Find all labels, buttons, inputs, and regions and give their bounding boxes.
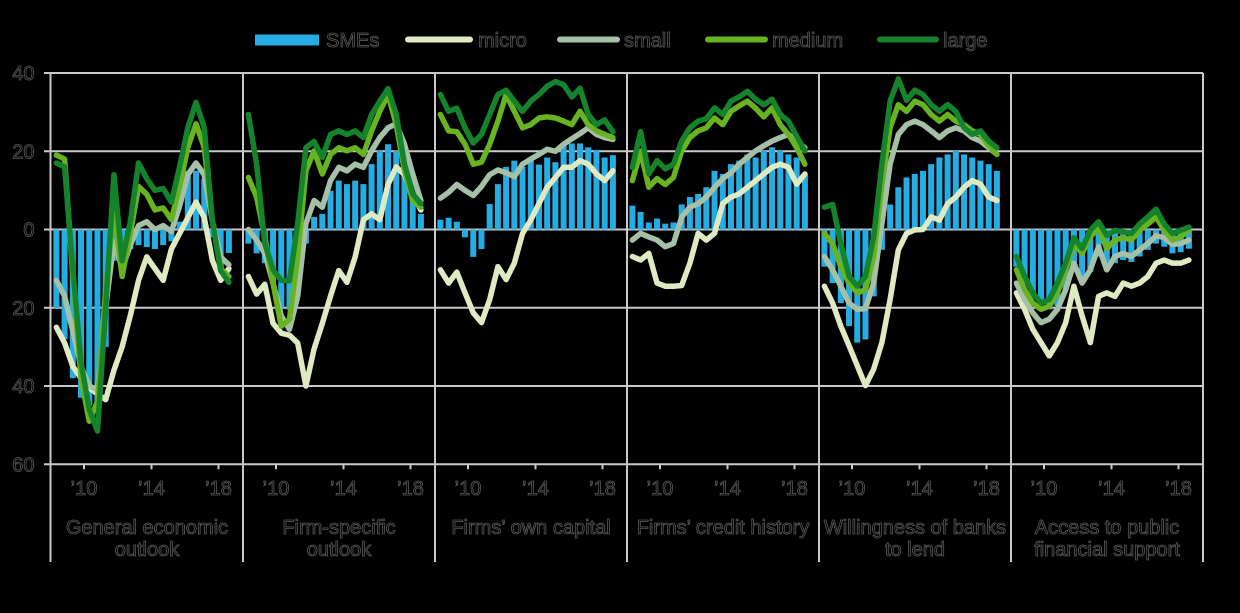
svg-text:financial support: financial support [1034, 539, 1180, 561]
svg-text:’18: ’18 [589, 478, 616, 500]
svg-text:General economic: General economic [66, 517, 228, 539]
svg-text:to lend: to lend [885, 539, 945, 561]
svg-text:’18: ’18 [205, 478, 232, 500]
svg-text:medium: medium [772, 30, 843, 52]
svg-text:’10: ’10 [1031, 478, 1058, 500]
svg-text:0: 0 [23, 220, 34, 242]
svg-text:Willingness of banks: Willingness of banks [824, 517, 1006, 539]
svg-text:’14: ’14 [906, 478, 933, 500]
svg-text:’10: ’10 [647, 478, 674, 500]
svg-text:20: 20 [12, 298, 34, 320]
svg-text:60: 60 [12, 454, 34, 476]
svg-text:’14: ’14 [1098, 478, 1125, 500]
svg-text:Firms’ own capital: Firms’ own capital [451, 517, 610, 539]
svg-text:small: small [624, 30, 671, 52]
svg-text:40: 40 [12, 63, 34, 85]
svg-text:’14: ’14 [138, 478, 165, 500]
svg-text:’10: ’10 [71, 478, 98, 500]
svg-text:’10: ’10 [455, 478, 482, 500]
svg-text:large: large [943, 30, 987, 52]
svg-text:’18: ’18 [973, 478, 1000, 500]
svg-text:’14: ’14 [330, 478, 357, 500]
svg-text:’18: ’18 [397, 478, 424, 500]
svg-text:20: 20 [12, 141, 34, 163]
svg-text:Firm-specific: Firm-specific [282, 517, 395, 539]
svg-text:’10: ’10 [839, 478, 866, 500]
svg-text:SMEs: SMEs [326, 30, 379, 52]
svg-text:’10: ’10 [263, 478, 290, 500]
svg-text:’14: ’14 [714, 478, 741, 500]
svg-text:40: 40 [12, 376, 34, 398]
svg-text:Access to public: Access to public [1035, 517, 1180, 539]
svg-text:’18: ’18 [781, 478, 808, 500]
svg-text:’18: ’18 [1165, 478, 1192, 500]
svg-text:outlook: outlook [115, 539, 180, 561]
svg-text:outlook: outlook [307, 539, 372, 561]
svg-text:’14: ’14 [522, 478, 549, 500]
svg-text:Firms’ credit history: Firms’ credit history [637, 517, 810, 539]
svg-text:micro: micro [478, 30, 527, 52]
